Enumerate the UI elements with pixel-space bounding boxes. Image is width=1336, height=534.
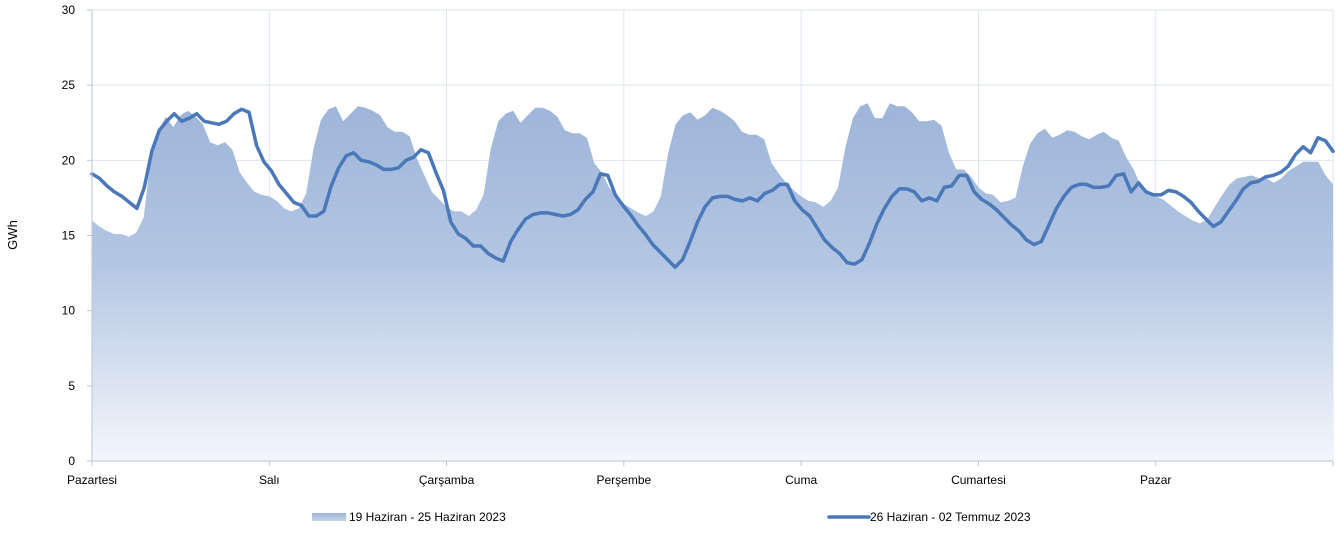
y-tick-label: 15 bbox=[62, 229, 76, 243]
x-tick-label: Perşembe bbox=[597, 473, 652, 487]
y-tick-label: 5 bbox=[68, 379, 75, 393]
legend-swatch-area bbox=[312, 513, 346, 521]
y-tick-label: 25 bbox=[62, 78, 76, 92]
x-tick-label: Pazar bbox=[1140, 473, 1171, 487]
x-tick-label: Cuma bbox=[785, 473, 817, 487]
x-tick-label: Çarşamba bbox=[419, 473, 475, 487]
series-line-layer bbox=[90, 107, 1335, 269]
x-tick-label: Salı bbox=[259, 473, 280, 487]
x-tick-label: Pazartesi bbox=[67, 473, 117, 487]
y-tick-label: 10 bbox=[62, 304, 76, 318]
series-area-layer bbox=[92, 103, 1333, 461]
x-tick-label: Cumartesi bbox=[951, 473, 1006, 487]
x-tick-labels: Pazartesi Salı Çarşamba Perşembe Cuma Cumarte… bbox=[67, 473, 1171, 487]
legend: 19 Haziran - 25 Haziran 2023 26 Haziran … bbox=[312, 510, 1031, 524]
legend-label-line: 26 Haziran - 02 Temmuz 2023 bbox=[870, 510, 1031, 524]
y-tick-label: 20 bbox=[62, 153, 76, 167]
axes bbox=[87, 9, 1334, 466]
y-tick-label: 0 bbox=[68, 454, 75, 468]
series-area-0 bbox=[92, 103, 1333, 461]
y-axis-title: GWh bbox=[5, 220, 20, 250]
series-line-1 bbox=[90, 107, 1335, 269]
legend-label-area: 19 Haziran - 25 Haziran 2023 bbox=[349, 510, 506, 524]
y-tick-label: 30 bbox=[62, 3, 76, 17]
y-tick-labels: 0 5 10 15 20 25 30 bbox=[62, 3, 76, 468]
